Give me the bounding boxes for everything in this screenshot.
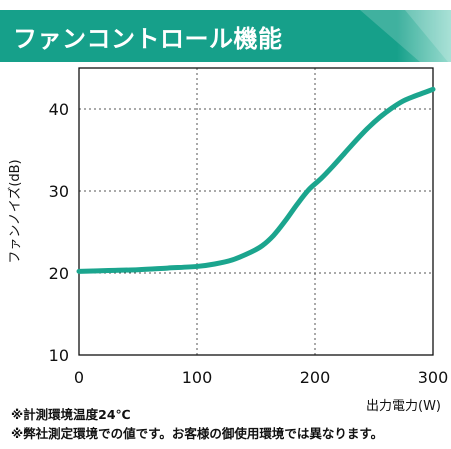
series-layer bbox=[76, 86, 436, 274]
x-tick-label-1: 100 bbox=[182, 368, 213, 387]
header-banner: ファンコントロール機能 bbox=[0, 10, 451, 62]
note-disclaimer: ※弊社測定環境での値です。お客様の御使用環境では異なります。 bbox=[11, 426, 384, 441]
y-tick-label-3: 40 bbox=[49, 100, 69, 119]
x-tick-label-3: 300 bbox=[418, 368, 449, 387]
series-line-0 bbox=[76, 86, 436, 274]
note-measurement-temperature: ※計測環境温度24℃ bbox=[11, 407, 131, 422]
header-title: ファンコントロール機能 bbox=[13, 25, 283, 53]
y-axis-label: ファンノイズ(dB) bbox=[7, 159, 23, 263]
tick-labels: 0 100 200 300 10 20 30 40 bbox=[49, 100, 449, 387]
x-tick-label-0: 0 bbox=[74, 368, 84, 387]
y-tick-label-2: 30 bbox=[49, 182, 69, 201]
grid bbox=[79, 68, 433, 355]
y-tick-label-0: 10 bbox=[49, 346, 69, 365]
x-tick-label-2: 200 bbox=[300, 368, 331, 387]
plot-frame bbox=[78, 67, 434, 356]
header-band bbox=[0, 10, 451, 62]
x-axis-label: 出力電力(W) bbox=[366, 399, 441, 414]
y-tick-label-1: 20 bbox=[49, 264, 69, 283]
